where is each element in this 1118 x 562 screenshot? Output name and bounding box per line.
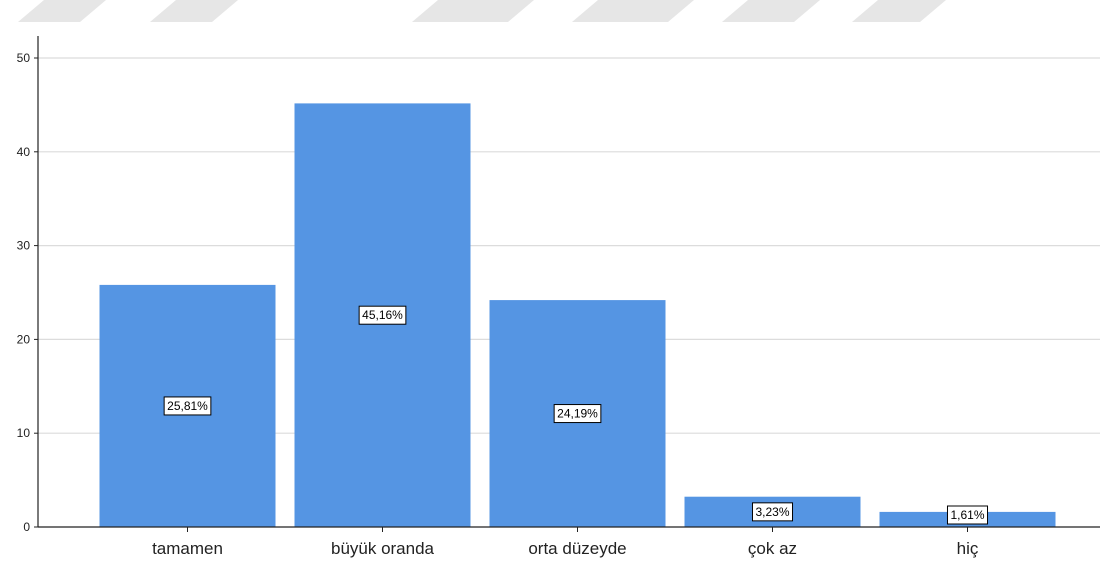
y-tick-label: 0: [23, 520, 30, 534]
data-label-box: [751, 502, 794, 522]
x-tick-label: orta düzeyde: [528, 539, 626, 558]
data-label-text: 45,16%: [362, 308, 403, 322]
y-tick-label: 20: [17, 332, 31, 346]
data-labels: 25,81% 45,16% 24,19% 3,23% 1,61%: [163, 305, 989, 525]
decor-shape: [852, 0, 946, 22]
decor-shape: [572, 0, 694, 22]
x-tick-label: hiç: [957, 539, 979, 558]
x-tick-label: tamamen: [152, 539, 223, 558]
x-tick-label: büyük oranda: [331, 539, 435, 558]
decor-shape: [722, 0, 820, 22]
bars: [99, 103, 1056, 527]
data-label: 25,81%: [163, 396, 212, 416]
y-tick-label: 10: [17, 426, 31, 440]
data-label-text: 3,23%: [755, 505, 789, 519]
header-decoration: [18, 0, 946, 22]
data-label-box: [946, 505, 989, 525]
data-label-box: [358, 305, 407, 325]
data-label: 45,16%: [358, 305, 407, 325]
x-axis-labels: tamamen büyük oranda orta düzeyde çok az hiç: [152, 527, 979, 558]
y-tick-label: 40: [17, 145, 31, 159]
decor-shape: [18, 0, 106, 22]
y-tick-label: 30: [17, 239, 31, 253]
y-tick-label: 50: [17, 51, 31, 65]
data-label-text: 24,19%: [557, 407, 598, 421]
data-label: 24,19%: [553, 404, 602, 424]
data-label: 1,61%: [946, 505, 989, 525]
data-label: 3,23%: [751, 502, 794, 522]
axes: [37, 36, 1100, 528]
data-label-box: [163, 396, 212, 416]
x-tick-label: çok az: [748, 539, 797, 558]
data-label-text: 25,81%: [167, 399, 208, 413]
data-label-box: [553, 404, 602, 424]
decor-shape: [412, 0, 534, 22]
decor-shape: [150, 0, 238, 22]
y-axis-ticks: 0 10 20 30 40 50: [17, 51, 38, 534]
data-label-text: 1,61%: [950, 508, 984, 522]
